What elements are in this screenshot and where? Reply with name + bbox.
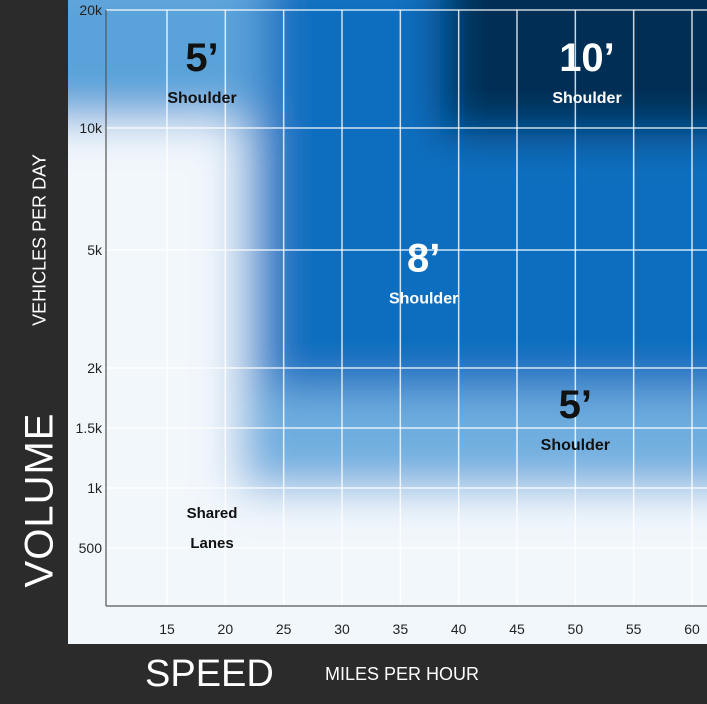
zone-size-label: 8’: [407, 236, 440, 280]
x-tick-label: 20: [218, 621, 234, 637]
y-tick-label: 500: [79, 540, 103, 556]
zone-size-label: 10’: [559, 36, 615, 80]
y-tick-label: 1.5k: [76, 420, 103, 436]
x-tick-label: 25: [276, 621, 292, 637]
x-tick-label: 60: [684, 621, 700, 637]
zone-size-label: 5’: [185, 36, 218, 80]
zone-label: Lanes: [190, 535, 233, 552]
y-tick-label: 1k: [87, 480, 103, 496]
x-tick-label: 30: [334, 621, 350, 637]
x-tick-label: 35: [393, 621, 409, 637]
y-tick-label: 2k: [87, 360, 103, 376]
zone-label: Shoulder: [552, 90, 621, 107]
x-axis-subtitle: MILES PER HOUR: [325, 664, 479, 685]
x-tick-label: 15: [159, 621, 175, 637]
x-tick-label: 50: [568, 621, 584, 637]
x-tick-label: 55: [626, 621, 642, 637]
zone-label: Shared: [187, 505, 238, 522]
zone-label: Shoulder: [389, 290, 458, 307]
y-tick-label: 10k: [79, 120, 103, 136]
y-tick-label: 20k: [79, 2, 103, 18]
x-tick-label: 40: [451, 621, 467, 637]
zone-label: Shoulder: [167, 90, 236, 107]
x-axis-title: SPEED: [145, 653, 274, 696]
chart-area: 15 20 25 30 35 40 45 50 55 605001k1.5k2k5k10k20k …: [0, 0, 707, 644]
zone-5ft-shoulder-low-speed: [20, 0, 290, 120]
x-tick-label: 45: [509, 621, 525, 637]
y-tick-label: 5k: [87, 242, 103, 258]
zone-label: Shoulder: [541, 437, 610, 454]
zone-size-label: 5’: [559, 383, 592, 427]
